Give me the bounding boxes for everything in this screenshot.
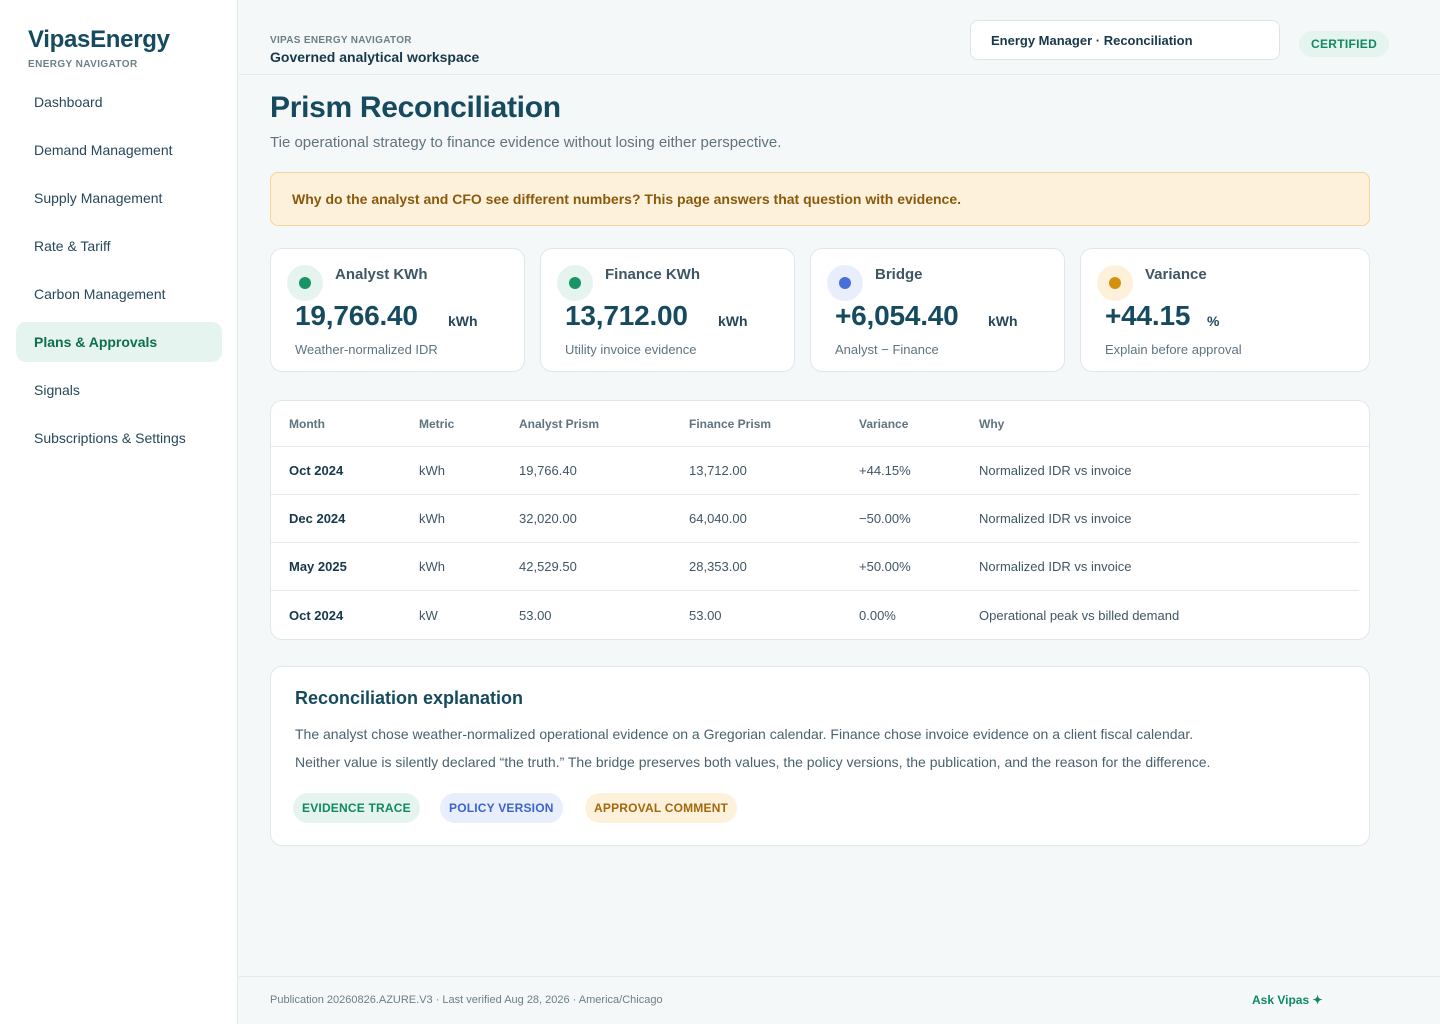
kpi-card-variance: Variance +44.15 % Explain before approva… [1080, 248, 1370, 372]
cell-finance-prism: 28,353.00 [689, 559, 747, 574]
kpi-icon-bg [287, 265, 323, 301]
kpi-note: Explain before approval [1105, 342, 1242, 357]
cell-finance-prism: 53.00 [689, 607, 722, 623]
cell-why: Operational peak vs billed demand [979, 607, 1180, 623]
kpi-label: Bridge [875, 266, 923, 283]
policy-version-chip[interactable]: POLICY VERSION [440, 793, 563, 823]
cell-month: May 2025 [289, 559, 347, 574]
explanation-paragraph: Neither value is silently declared “the … [295, 754, 1211, 770]
column-header-why: Why [979, 416, 1005, 431]
cell-metric: kWh [419, 559, 445, 574]
kpi-label: Analyst KWh [335, 266, 428, 283]
publication-info: Publication 20260826.AZURE.V3 · Last ver… [270, 994, 663, 1006]
kpi-card-finance-kwh: Finance KWh 13,712.00 kWh Utility invoic… [540, 248, 795, 372]
sidebar: VipasEnergy ENERGY NAVIGATOR Dashboard D… [0, 0, 238, 1024]
reconciliation-table: Month Metric Analyst Prism Finance Prism… [270, 400, 1370, 640]
status-dot-icon [1109, 277, 1121, 289]
kpi-icon-bg [1097, 265, 1133, 301]
reconciliation-explanation: Reconciliation explanation The analyst c… [270, 666, 1370, 846]
cell-month: Oct 2024 [289, 463, 344, 478]
kpi-unit: % [1207, 313, 1220, 329]
sidebar-item-demand-management[interactable]: Demand Management [34, 142, 173, 158]
kpi-value: +44.15 [1105, 300, 1191, 331]
sidebar-item-supply-management[interactable]: Supply Management [34, 190, 163, 206]
status-dot-icon [839, 277, 851, 289]
kpi-icon-bg [557, 265, 593, 301]
cell-analyst-prism: 19,766.40 [519, 463, 577, 478]
cell-metric: kWh [419, 463, 445, 478]
header-eyebrow: VIPAS ENERGY NAVIGATOR [270, 35, 412, 46]
kpi-unit: kWh [718, 313, 748, 329]
sidebar-item-carbon-management[interactable]: Carbon Management [34, 286, 166, 302]
explanation-title: Reconciliation explanation [295, 688, 524, 708]
column-header-finance-prism: Finance Prism [689, 416, 772, 431]
brand-subtitle: ENERGY NAVIGATOR [28, 59, 138, 70]
kpi-label: Finance KWh [605, 266, 701, 283]
cell-variance: +44.15% [859, 463, 911, 478]
explanation-paragraph: The analyst chose weather-normalized ope… [295, 726, 1194, 742]
status-dot-icon [299, 277, 311, 289]
kpi-label: Variance [1145, 266, 1207, 283]
table-row[interactable]: May 2025 kWh 42,529.50 28,353.00 +50.00%… [271, 543, 1359, 591]
column-header-variance: Variance [859, 416, 909, 431]
sidebar-item-signals[interactable]: Signals [34, 382, 80, 398]
kpi-note: Utility invoice evidence [565, 342, 697, 357]
approval-comment-chip[interactable]: APPROVAL COMMENT [585, 793, 738, 823]
table-row[interactable]: Dec 2024 kWh 32,020.00 64,040.00 −50.00%… [271, 495, 1359, 543]
kpi-card-bridge: Bridge +6,054.40 kWh Analyst − Finance [810, 248, 1065, 372]
kpi-value: 19,766.40 [295, 300, 418, 331]
status-dot-icon [569, 277, 581, 289]
brand-logo-text[interactable]: VipasEnergy [28, 26, 170, 53]
sidebar-item-rate-tariff[interactable]: Rate & Tariff [34, 238, 111, 254]
cell-finance-prism: 13,712.00 [689, 463, 747, 478]
cell-metric: kW [419, 607, 438, 623]
cell-month: Dec 2024 [289, 511, 346, 526]
column-header-analyst-prism: Analyst Prism [519, 416, 600, 431]
cell-analyst-prism: 53.00 [519, 607, 552, 623]
sidebar-nav: Dashboard Demand Management Supply Manag… [16, 82, 222, 466]
cell-analyst-prism: 32,020.00 [519, 511, 577, 526]
cell-why: Normalized IDR vs invoice [979, 511, 1132, 526]
table-row[interactable]: Oct 2024 kWh 19,766.40 13,712.00 +44.15%… [271, 447, 1359, 495]
cell-month: Oct 2024 [289, 607, 344, 623]
sidebar-item-dashboard[interactable]: Dashboard [34, 94, 103, 110]
cell-why: Normalized IDR vs invoice [979, 463, 1132, 478]
sidebar-item-subscriptions-settings[interactable]: Subscriptions & Settings [34, 430, 186, 446]
cell-variance: 0.00% [859, 607, 896, 623]
cell-metric: kWh [419, 511, 445, 526]
kpi-note: Weather-normalized IDR [295, 342, 438, 357]
sidebar-item-plans-approvals[interactable]: Plans & Approvals [16, 322, 222, 362]
certified-badge: CERTIFIED [1299, 31, 1390, 57]
page-subtitle: Tie operational strategy to finance evid… [270, 134, 782, 151]
kpi-unit: kWh [448, 313, 478, 329]
cell-finance-prism: 64,040.00 [689, 511, 747, 526]
kpi-note: Analyst − Finance [835, 342, 939, 357]
column-header-metric: Metric [419, 416, 455, 431]
topbar: VIPAS ENERGY NAVIGATOR Governed analytic… [239, 0, 1440, 75]
page-title: Prism Reconciliation [270, 91, 561, 124]
kpi-icon-bg [827, 265, 863, 301]
kpi-value: 13,712.00 [565, 300, 688, 331]
cell-why: Normalized IDR vs invoice [979, 559, 1132, 574]
kpi-card-analyst-kwh: Analyst KWh 19,766.40 kWh Weather-normal… [270, 248, 525, 372]
table-row[interactable]: Oct 2024 kW 53.00 53.00 0.00% Operationa… [271, 591, 1359, 639]
kpi-row: Analyst KWh 19,766.40 kWh Weather-normal… [270, 248, 1370, 372]
context-selector[interactable]: Energy Manager · Reconciliation [970, 20, 1280, 60]
cell-analyst-prism: 42,529.50 [519, 559, 577, 574]
workspace-title: Governed analytical workspace [270, 49, 480, 65]
column-header-month: Month [289, 416, 325, 431]
table-header: Month Metric Analyst Prism Finance Prism… [271, 401, 1369, 447]
info-alert: Why do the analyst and CFO see different… [270, 172, 1370, 226]
cell-variance: +50.00% [859, 559, 911, 574]
cell-variance: −50.00% [859, 511, 911, 526]
kpi-value: +6,054.40 [835, 300, 959, 331]
footer: Publication 20260826.AZURE.V3 · Last ver… [239, 976, 1440, 1024]
evidence-trace-chip[interactable]: EVIDENCE TRACE [293, 793, 420, 823]
ask-vipas-button[interactable]: Ask Vipas ✦ [1252, 993, 1323, 1007]
brand: VipasEnergy ENERGY NAVIGATOR [28, 26, 170, 70]
kpi-unit: kWh [988, 313, 1018, 329]
